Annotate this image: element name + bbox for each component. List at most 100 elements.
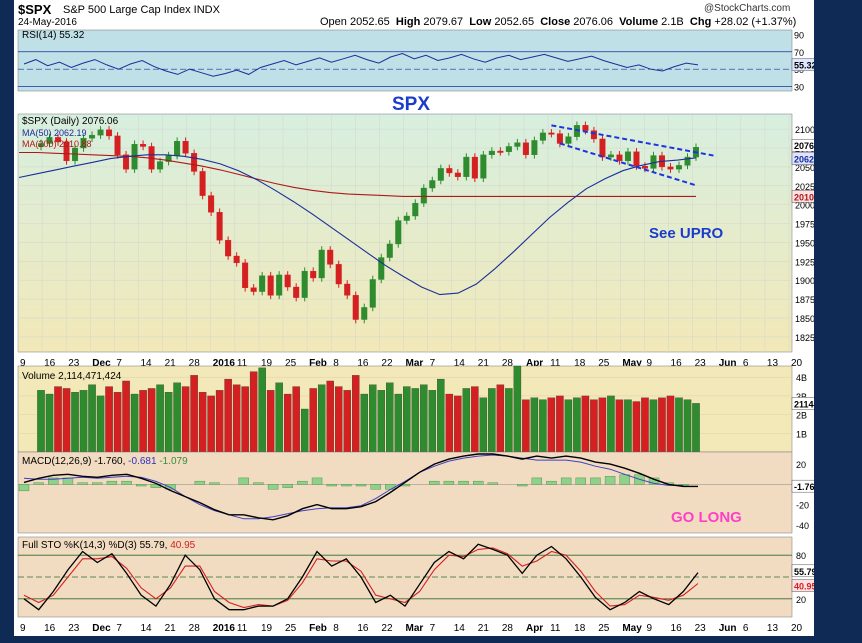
- volume-bar: [598, 397, 607, 453]
- volume-bar: [522, 399, 530, 453]
- volume-bar: [283, 393, 292, 453]
- ma50-value-label: 2062.19: [794, 155, 814, 165]
- price-panel: [17, 113, 793, 353]
- volume-bar: [351, 375, 360, 453]
- price-tick-2000: 2000: [795, 201, 814, 211]
- volume-bar: [624, 399, 632, 453]
- candle-body: [429, 180, 436, 189]
- low-value: 2052.65: [494, 16, 535, 28]
- candle-body: [114, 135, 121, 156]
- ma50-legend: MA(50) 2062.19: [22, 128, 87, 138]
- volume-bar: [369, 384, 377, 453]
- candle-body: [157, 161, 164, 170]
- x-tick-bottom-Feb: Feb: [309, 623, 327, 634]
- macd-histogram-bar: [458, 480, 469, 485]
- upro-note: See UPRO: [649, 225, 724, 242]
- x-tick-14: 14: [454, 358, 466, 369]
- macd-histogram-bar: [370, 484, 381, 490]
- volume-tick-4B: 4B: [796, 373, 807, 383]
- volume-bar: [607, 395, 615, 453]
- candle-body: [420, 187, 427, 204]
- macd-histogram-bar: [429, 480, 440, 485]
- volume-bar: [130, 393, 139, 453]
- volume-bar: [539, 399, 547, 453]
- volume-bar: [309, 388, 317, 453]
- price-tick-2050: 2050: [795, 163, 814, 173]
- volume-bar: [292, 386, 300, 453]
- volume-bar: [139, 390, 147, 453]
- volume-tick-3B: 3B: [796, 392, 807, 402]
- candle-body: [471, 156, 478, 179]
- macd-histogram-bar: [136, 484, 147, 487]
- rsi-line: [23, 52, 699, 77]
- x-tick-16: 16: [44, 358, 56, 369]
- x-tick-25: 25: [285, 358, 297, 369]
- macd-value-label: -1.760: [794, 482, 814, 492]
- macd-histogram-bar: [546, 480, 557, 485]
- candle-body: [89, 134, 96, 139]
- candle-body: [624, 151, 631, 162]
- candle-body: [412, 202, 419, 217]
- macd-histogram-bar: [194, 480, 206, 485]
- x-tick-6: 6: [743, 358, 749, 369]
- x-tick-bottom-23: 23: [695, 623, 707, 634]
- volume-bar: [658, 397, 666, 453]
- volume-bar: [556, 395, 564, 453]
- candle-body: [344, 283, 351, 296]
- x-tick-9: 9: [20, 358, 26, 369]
- x-tick-bottom-May: May: [622, 623, 642, 634]
- macd-histogram-bar: [575, 477, 586, 485]
- index-name: S&P 500 Large Cap Index INDX: [63, 4, 220, 16]
- volume-bar: [79, 390, 88, 453]
- macd-histogram-bar: [209, 482, 220, 485]
- stoch-d-value-label-box: [791, 579, 814, 592]
- candle-body: [556, 133, 563, 144]
- volume-bar: [326, 380, 334, 453]
- x-tick-bottom-14: 14: [140, 623, 152, 634]
- volume-bar: [479, 397, 488, 453]
- volume-bar: [215, 390, 224, 453]
- chart-sheet: $SPX S&P 500 Large Cap Index INDX 24-May…: [14, 0, 814, 636]
- candle-body: [539, 132, 546, 141]
- volume-bar: [692, 403, 700, 453]
- volume-label: Volume: [619, 16, 659, 28]
- x-tick-May: May: [622, 358, 642, 369]
- volume-bar: [590, 399, 598, 453]
- candle-body: [335, 264, 342, 285]
- x-tick-22: 22: [381, 358, 393, 369]
- volume-bar: [505, 388, 513, 453]
- x-tick-Apr: Apr: [526, 358, 543, 369]
- watermark: @StockCharts.com: [704, 3, 791, 14]
- price-close-label: 2076.06: [794, 141, 814, 151]
- candle-body: [531, 140, 538, 155]
- high-value: 2079.67: [423, 16, 464, 28]
- macd-histogram-bar: [341, 484, 352, 487]
- open-value: 2052.65: [349, 16, 390, 28]
- x-tick-bottom-9: 9: [646, 623, 652, 634]
- candle-body: [582, 125, 589, 131]
- volume-bar: [394, 393, 403, 453]
- macd-histogram-bar: [33, 482, 44, 485]
- volume-bar: [198, 392, 207, 453]
- x-tick-2016: 2016: [213, 358, 236, 369]
- volume-bar: [300, 408, 309, 453]
- macd-panel: [17, 451, 793, 534]
- volume-bar: [62, 388, 71, 453]
- chg-value: +28.02 (+1.37%): [714, 16, 797, 28]
- volume-bar: [411, 388, 420, 453]
- price-tick-1875: 1875: [795, 295, 814, 305]
- stoch-k-value: 55.79,: [140, 540, 171, 551]
- ma200-value-label-box: [791, 190, 814, 203]
- volume-bar: [317, 384, 326, 453]
- x-tick-Mar: Mar: [406, 358, 424, 369]
- macd-histogram-bar: [106, 480, 118, 485]
- candle-body: [182, 140, 189, 154]
- macd-tick--40: -40: [796, 521, 809, 531]
- volume-bar: [496, 384, 505, 453]
- volume-bar: [71, 392, 79, 453]
- x-tick-11: 11: [550, 358, 561, 369]
- candle-body: [446, 168, 453, 174]
- volume-bar: [147, 388, 156, 453]
- x-tick-Feb: Feb: [309, 358, 327, 369]
- price-tick-1975: 1975: [795, 220, 814, 230]
